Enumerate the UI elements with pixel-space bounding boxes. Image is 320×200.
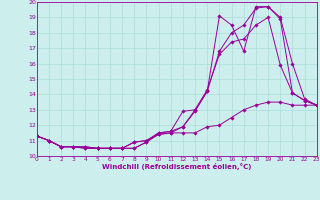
X-axis label: Windchill (Refroidissement éolien,°C): Windchill (Refroidissement éolien,°C) — [102, 163, 252, 170]
